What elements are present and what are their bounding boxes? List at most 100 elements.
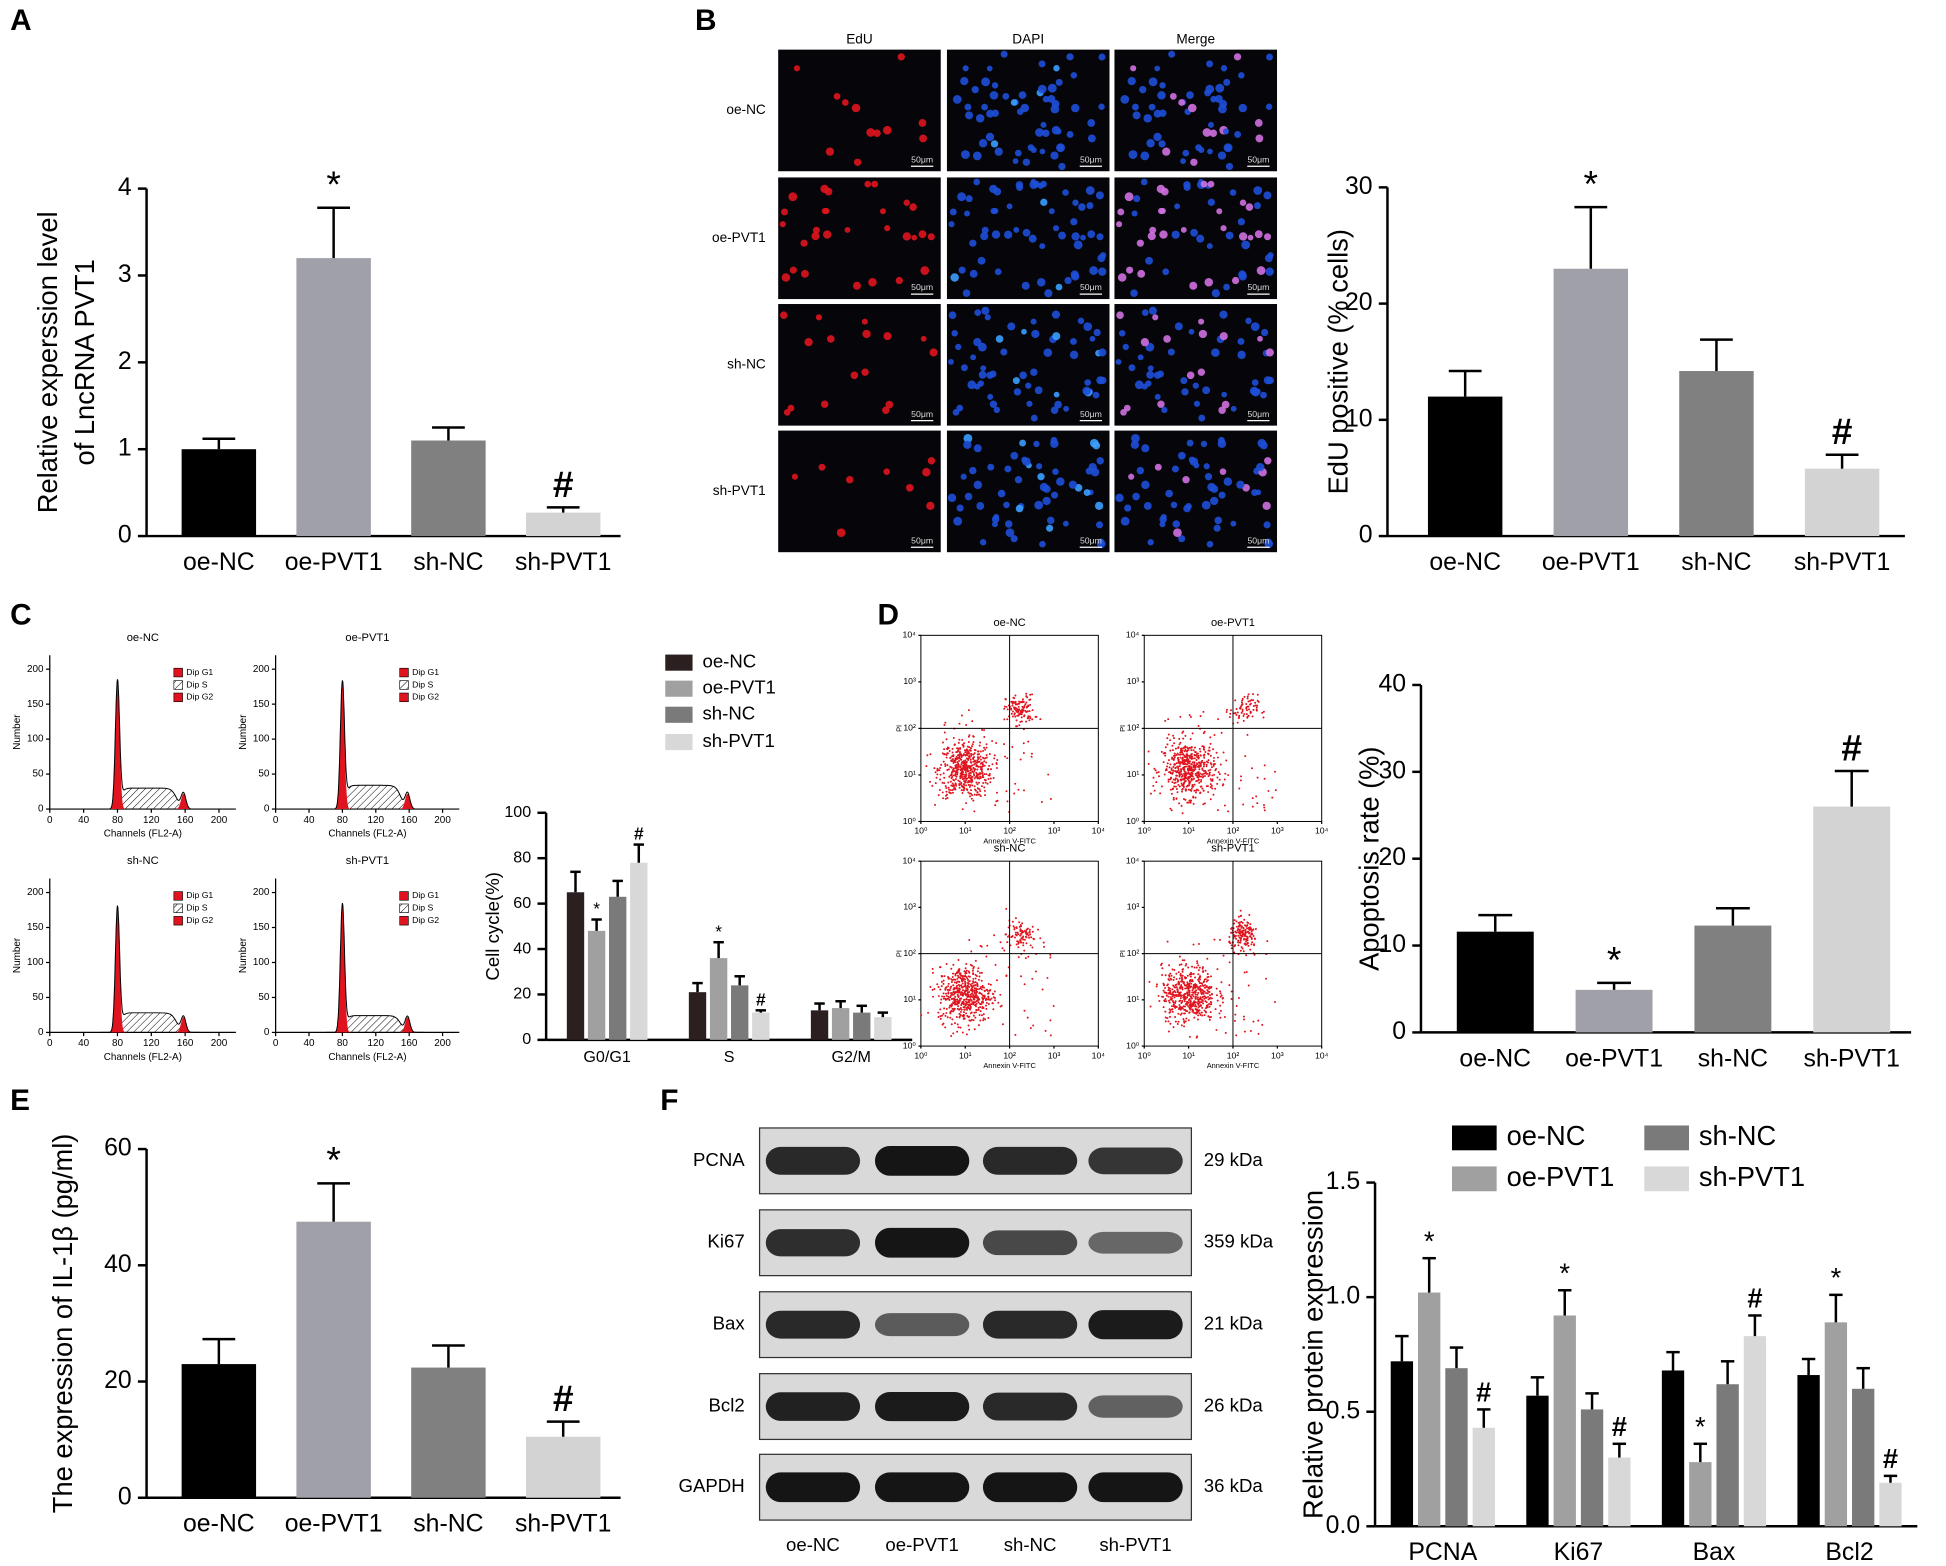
event-dot — [1183, 992, 1186, 995]
event-dot — [1189, 975, 1192, 978]
event-dot — [1167, 778, 1170, 781]
event-dot — [1180, 985, 1183, 988]
event-dot — [979, 1010, 982, 1013]
event-dot — [969, 784, 972, 787]
event-dot — [1227, 774, 1230, 777]
event-dot — [1203, 995, 1206, 998]
event-dot — [1196, 960, 1199, 963]
event-dot — [1207, 752, 1210, 755]
cell-nucleus — [993, 406, 1000, 414]
event-dot — [934, 803, 937, 806]
event-dot — [1179, 761, 1182, 764]
event-dot — [1169, 996, 1172, 999]
event-dot — [1197, 774, 1200, 777]
event-dot — [1173, 756, 1176, 759]
event-dot — [994, 804, 997, 807]
event-dot — [1250, 943, 1253, 946]
event-dot — [1157, 994, 1160, 997]
event-dot — [973, 769, 976, 772]
event-dot — [1184, 1008, 1187, 1011]
event-dot — [994, 999, 997, 1002]
x-tick-label: oe-PVT1 — [1542, 549, 1640, 576]
event-dot — [965, 767, 968, 770]
cell-nucleus — [979, 539, 987, 546]
event-dot — [1241, 934, 1244, 937]
event-dot — [964, 781, 967, 784]
panel-subtitle: oe-PVT1 — [345, 632, 389, 644]
event-dot — [995, 742, 998, 745]
event-dot — [1039, 718, 1042, 721]
cell-nucleus — [1087, 230, 1096, 239]
event-dot — [974, 768, 977, 771]
event-dot — [976, 985, 979, 988]
event-dot — [972, 771, 975, 774]
event-dot — [1192, 765, 1195, 767]
event-dot — [957, 768, 960, 771]
cell-nucleus — [1156, 184, 1166, 194]
y-tick-label: 40 — [1378, 671, 1406, 698]
cell-nucleus — [1137, 269, 1146, 278]
event-dot — [972, 967, 975, 970]
event-dot — [1203, 997, 1206, 1000]
event-dot — [1181, 756, 1184, 759]
event-dot — [1162, 752, 1165, 755]
cell-nucleus — [1223, 283, 1230, 291]
event-dot — [1182, 778, 1185, 781]
event-dot — [966, 1008, 969, 1011]
event-dot — [1211, 993, 1213, 996]
event-dot — [971, 992, 974, 995]
event-dot — [993, 757, 996, 760]
event-dot — [1177, 747, 1180, 749]
event-dot — [1201, 773, 1204, 776]
event-dot — [1192, 761, 1195, 764]
cell-nucleus — [1092, 391, 1100, 399]
bar — [411, 1367, 486, 1498]
event-dot — [1209, 1003, 1212, 1006]
event-dot — [969, 767, 972, 770]
event-dot — [1235, 920, 1238, 923]
event-dot — [1193, 1011, 1196, 1014]
column-label: EdU — [846, 31, 873, 46]
event-dot — [979, 1002, 982, 1005]
event-dot — [983, 746, 986, 749]
x-axis-label: Annexin V-FITC — [983, 1061, 1036, 1070]
lane-label: oe-PVT1 — [885, 1534, 958, 1555]
y-tick-label: 100 — [27, 734, 44, 745]
event-dot — [940, 998, 943, 1001]
blot-band — [765, 1392, 861, 1421]
event-dot — [1032, 1024, 1035, 1027]
event-dot — [1184, 763, 1187, 766]
event-dot — [1023, 789, 1025, 792]
event-dot — [1167, 989, 1170, 992]
event-dot — [983, 995, 986, 998]
y-tick-label: 10¹ — [1127, 769, 1140, 779]
event-dot — [1248, 931, 1251, 934]
event-dot — [1194, 796, 1197, 799]
event-dot — [1183, 746, 1186, 749]
event-dot — [1208, 746, 1211, 749]
cell-nucleus — [1012, 377, 1020, 385]
event-dot — [1213, 938, 1216, 941]
y-tick-label: 10¹ — [903, 994, 916, 1004]
event-dot — [1207, 996, 1210, 999]
cell-nucleus — [862, 329, 871, 339]
cell-nucleus — [989, 184, 998, 194]
event-dot — [959, 992, 962, 995]
event-dot — [961, 792, 964, 795]
event-dot — [975, 793, 978, 796]
event-dot — [953, 779, 956, 782]
y-axis-label: Number — [238, 937, 249, 973]
event-dot — [973, 752, 976, 755]
event-dot — [1193, 753, 1196, 756]
event-dot — [1027, 934, 1030, 937]
event-dot — [1183, 758, 1186, 761]
cell-nucleus — [905, 483, 914, 492]
event-dot — [1222, 751, 1225, 754]
cell-nucleus — [955, 343, 962, 351]
event-dot — [965, 963, 968, 966]
event-dot — [1172, 758, 1175, 761]
event-dot — [1249, 710, 1252, 713]
event-dot — [965, 998, 968, 1001]
event-dot — [952, 736, 955, 739]
legend-swatch — [173, 903, 183, 913]
